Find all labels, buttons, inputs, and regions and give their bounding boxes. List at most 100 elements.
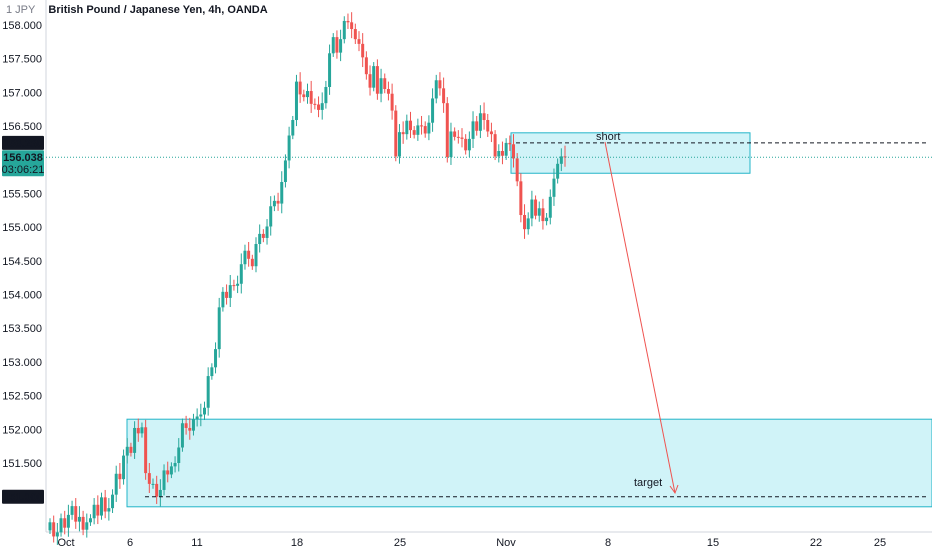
- candle-body: [342, 20, 346, 40]
- candle-body: [169, 466, 173, 475]
- candle-body: [552, 178, 556, 197]
- candle-body: [559, 156, 563, 164]
- candle-body: [217, 307, 221, 350]
- x-tick-label: 22: [810, 537, 822, 549]
- candle-body: [155, 483, 159, 497]
- candle-body: [236, 283, 240, 286]
- y-tick-label: 152.000: [2, 424, 42, 436]
- candle-body: [166, 470, 170, 475]
- candle-body: [188, 427, 192, 431]
- candle-body: [151, 483, 155, 485]
- candle-body: [147, 473, 151, 484]
- candle-body: [460, 137, 464, 139]
- candle-body: [302, 94, 306, 98]
- candle-body: [85, 522, 89, 530]
- projection-arrow[interactable]: [604, 141, 676, 494]
- candle-body: [464, 138, 468, 151]
- short-label: short: [596, 131, 620, 143]
- candle-body: [500, 151, 504, 156]
- short-level-badge-bg: [2, 135, 44, 150]
- candle-body: [243, 250, 247, 265]
- candle-body: [100, 497, 103, 516]
- candle-body: [545, 217, 549, 222]
- candle-body: [515, 158, 519, 182]
- candle-body: [309, 91, 313, 104]
- y-tick-label: 155.000: [2, 222, 42, 234]
- candle-body: [191, 419, 195, 431]
- candle-body: [195, 416, 199, 420]
- candle-body: [77, 516, 81, 522]
- candle-body: [52, 522, 56, 537]
- candle-body: [291, 120, 295, 136]
- candle-body: [180, 423, 184, 448]
- candle-body: [103, 497, 107, 512]
- candle-body: [63, 518, 67, 528]
- candle-body: [412, 130, 416, 135]
- candle-body: [339, 39, 343, 53]
- candle-body: [386, 89, 390, 94]
- candle-body: [431, 98, 435, 123]
- candle-body: [394, 110, 398, 157]
- y-tick-label: 154.000: [2, 290, 42, 302]
- chart-header: 1 JPY British Pound / Japanese Yen, 4h, …: [6, 4, 268, 16]
- candle-body: [364, 57, 368, 75]
- candle-body: [203, 407, 206, 415]
- candle-body: [493, 134, 497, 157]
- candle-body: [294, 81, 298, 121]
- candle-body: [107, 508, 111, 512]
- candle-body: [306, 91, 309, 98]
- y-tick-label: 153.000: [2, 357, 42, 369]
- arrow-head: [669, 484, 679, 495]
- candle-body: [475, 121, 479, 131]
- x-tick-label: 25: [394, 537, 406, 549]
- y-tick-label: 151.500: [2, 458, 42, 470]
- candle-body: [55, 532, 59, 537]
- candle-body: [434, 80, 438, 99]
- x-tick-label: 18: [291, 537, 303, 549]
- candle-body: [328, 53, 332, 87]
- x-tick-label: 25: [874, 537, 886, 549]
- candle-body: [261, 233, 265, 238]
- candle-body: [272, 200, 276, 207]
- candle-body: [232, 285, 236, 287]
- candle-body: [361, 43, 365, 58]
- candle-body: [96, 504, 100, 516]
- y-tick-label: 155.500: [2, 188, 42, 200]
- candle-body: [173, 463, 177, 467]
- candle-body: [526, 218, 530, 230]
- candle-body: [59, 518, 63, 533]
- candle-body: [423, 126, 427, 134]
- short-zone[interactable]: [510, 132, 751, 174]
- candle-body: [541, 208, 545, 222]
- candle-body: [508, 142, 512, 145]
- candle-body: [530, 199, 534, 219]
- candle-body: [250, 258, 254, 267]
- y-tick-label: 153.500: [2, 323, 42, 335]
- x-tick-label: 6: [127, 537, 133, 549]
- candle-body: [298, 81, 302, 95]
- candle-body: [210, 367, 214, 377]
- y-tick-label: 157.000: [2, 87, 42, 99]
- candle-body: [368, 74, 372, 88]
- candle-body: [158, 489, 162, 497]
- candle-body: [350, 22, 354, 30]
- candle-body: [512, 144, 515, 159]
- candle-body: [184, 423, 188, 428]
- candle-body: [254, 244, 258, 267]
- candle-body: [283, 160, 287, 183]
- candle-body: [427, 122, 431, 134]
- candle-body: [114, 473, 118, 495]
- candle-body: [118, 473, 122, 480]
- candle-body: [372, 66, 376, 88]
- symbol-label[interactable]: 1 JPY: [6, 4, 36, 16]
- candle-body: [442, 88, 446, 104]
- candle-body: [335, 37, 339, 53]
- target-zone[interactable]: [126, 418, 932, 508]
- candle-body: [48, 522, 52, 531]
- candle-body: [177, 447, 181, 463]
- candle-body: [162, 470, 166, 490]
- candle-body: [225, 291, 229, 298]
- candle-body: [390, 93, 394, 111]
- candle-body: [313, 103, 317, 105]
